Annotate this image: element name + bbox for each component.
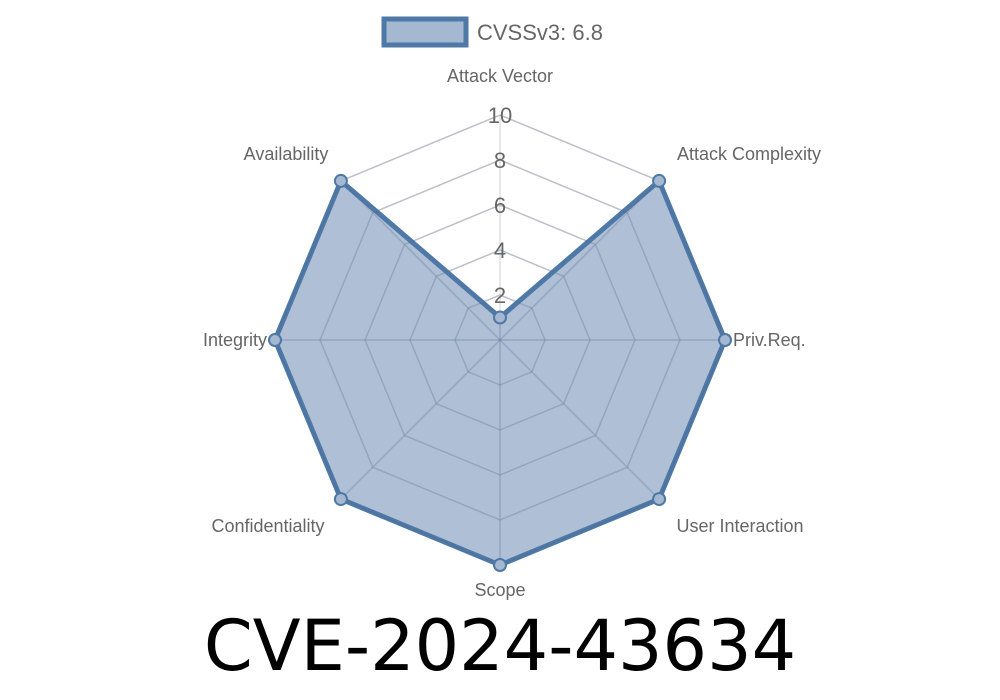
grid-ring-overlay <box>454 294 546 386</box>
grid-ring-overlay <box>319 159 681 521</box>
legend[interactable]: CVSSv3: 6.8 <box>381 16 603 48</box>
radar-chart: 2 4 6 8 10 Attack Vector Attack Complexity Pri… <box>203 16 821 600</box>
legend-swatch <box>381 16 469 48</box>
grid-spoke-overlay <box>499 180 660 341</box>
grid-ring-overlay <box>409 249 591 431</box>
grid-ring-overlay <box>364 204 636 476</box>
tick-label: 4 <box>494 238 506 263</box>
data-point[interactable] <box>652 173 667 188</box>
data-point[interactable] <box>333 173 348 188</box>
grid-spoke-overlay <box>340 180 501 341</box>
axis-label: Confidentiality <box>211 516 324 536</box>
data-point[interactable] <box>268 333 282 347</box>
legend-label: CVSSv3: 6.8 <box>477 20 603 45</box>
axis-label: Attack Vector <box>447 66 553 86</box>
tick-label: 10 <box>488 103 512 128</box>
data-point[interactable] <box>718 333 732 347</box>
axis-label: User Interaction <box>676 516 803 536</box>
axis-label: Attack Complexity <box>677 144 821 164</box>
axis-label: Integrity <box>203 330 267 350</box>
cve-title: CVE-2024-43634 <box>203 605 797 687</box>
data-point[interactable] <box>493 558 507 572</box>
data-point[interactable] <box>493 310 507 325</box>
tick-label: 6 <box>494 193 506 218</box>
axis-label: Scope <box>474 580 525 600</box>
grid-spoke-overlay <box>340 339 501 500</box>
radial-ticks: 2 4 6 8 10 <box>488 103 512 308</box>
axis-label: Priv.Req. <box>733 330 806 350</box>
tick-label: 8 <box>494 148 506 173</box>
tick-label: 2 <box>494 283 506 308</box>
series-area <box>268 114 732 572</box>
axis-labels: Attack Vector Attack Complexity Priv.Req. U… <box>203 66 821 600</box>
axis-label: Availability <box>244 144 329 164</box>
grid-spoke-overlay <box>499 339 660 500</box>
data-point[interactable] <box>333 492 348 507</box>
data-point[interactable] <box>652 492 667 507</box>
